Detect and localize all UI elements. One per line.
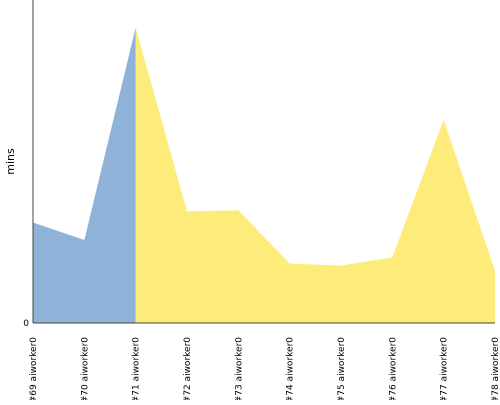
area-segment-blue xyxy=(33,28,136,323)
x-tick-label: #75 aiworker0 xyxy=(337,337,347,400)
x-tick-label: #73 aiworker0 xyxy=(234,337,244,400)
y-tick-labels: 0 xyxy=(23,319,29,329)
area-segment-yellow xyxy=(136,28,495,323)
x-tick-label: #77 aiworker0 xyxy=(440,337,450,400)
x-tick-label: #70 aiworker0 xyxy=(80,337,90,400)
x-tick-label: #76 aiworker0 xyxy=(388,337,398,400)
x-tick-label: #74 aiworker0 xyxy=(286,337,296,400)
x-tick-labels: #69 aiworker0 #70 aiworker0 #71 aiworker0 #… xyxy=(29,337,500,400)
y-tick-label: 0 xyxy=(23,319,29,329)
x-tick-label: #69 aiworker0 xyxy=(29,337,39,400)
series-areas xyxy=(33,28,495,323)
y-axis-label: mins xyxy=(4,148,17,175)
x-tick-label: #78 aiworker0 xyxy=(491,337,500,400)
x-tick-label: #72 aiworker0 xyxy=(183,337,193,400)
x-tick-label: #71 aiworker0 xyxy=(132,337,142,400)
